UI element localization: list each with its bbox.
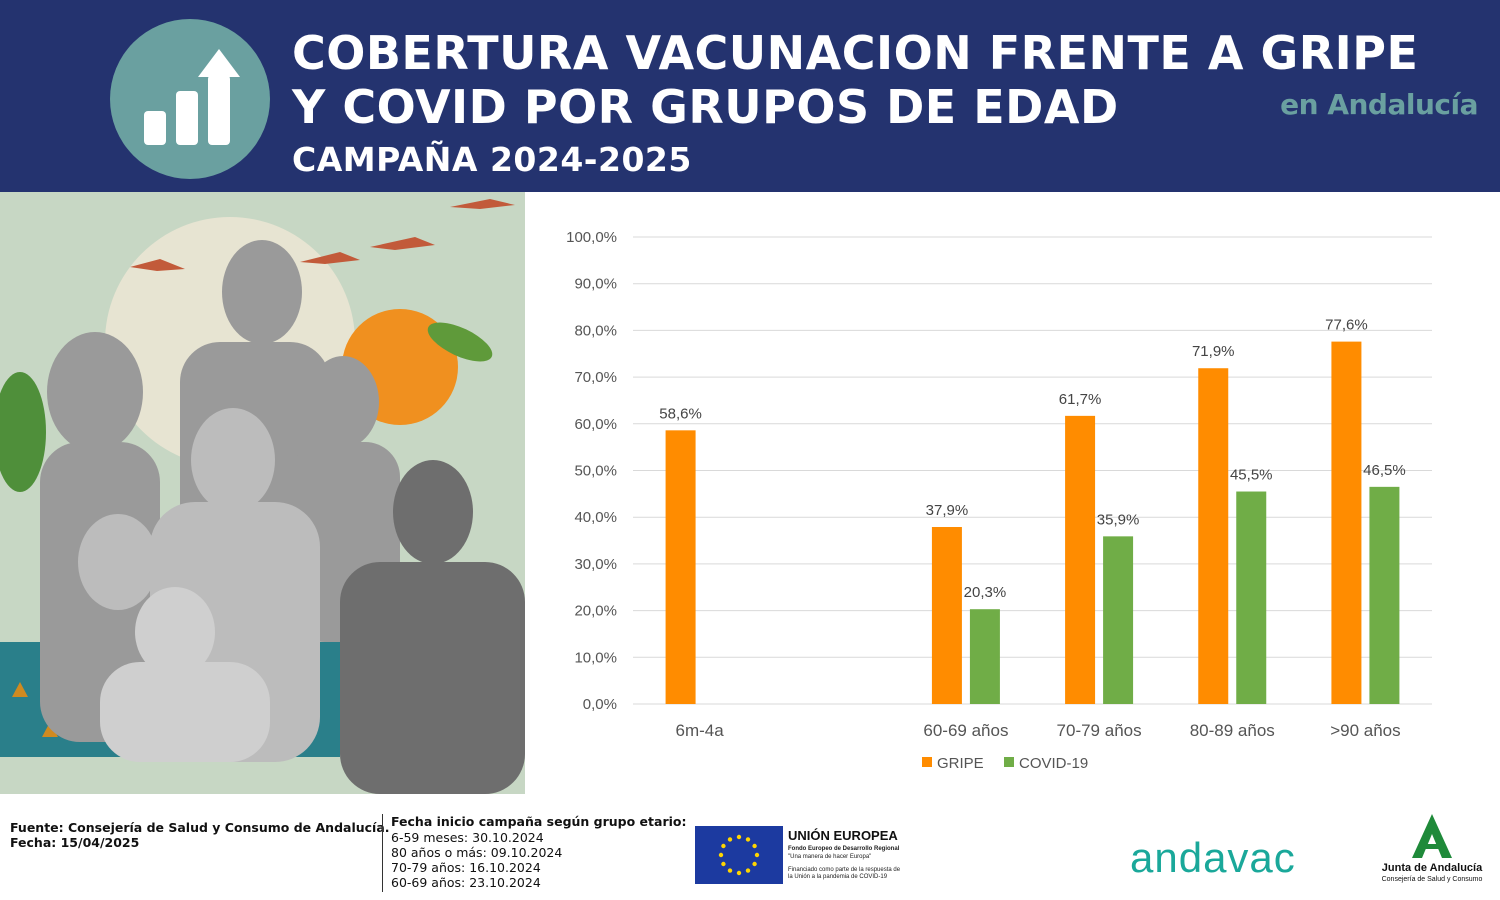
eu-star xyxy=(752,843,757,849)
y-tick-label: 90,0% xyxy=(574,276,617,293)
grid-lines xyxy=(633,236,1432,705)
bar-chart-arrow-icon xyxy=(110,19,270,179)
junta-name: Junta de Andalucía xyxy=(1381,862,1483,874)
y-tick-label: 50,0% xyxy=(574,463,617,480)
andavac-logo: andavac xyxy=(1130,834,1296,881)
eu-star xyxy=(736,834,742,840)
data-label: 37,9% xyxy=(926,502,969,519)
x-category-label: 60-69 años xyxy=(923,721,1008,740)
eu-star xyxy=(745,837,751,842)
bar-gripe xyxy=(1198,368,1229,704)
data-label: 58,6% xyxy=(659,405,702,422)
bar-gripe xyxy=(665,430,696,704)
eu-star xyxy=(721,843,726,849)
legend-label: GRIPE xyxy=(937,755,984,772)
y-tick-label: 40,0% xyxy=(574,509,617,526)
y-tick-label: 30,0% xyxy=(574,556,617,573)
legend-swatch xyxy=(1004,757,1014,767)
eu-fund: Fondo Europeo de Desarrollo Regional xyxy=(788,846,900,852)
eu-star xyxy=(745,868,751,873)
y-tick-label: 80,0% xyxy=(574,322,617,339)
legend-label: COVID-19 xyxy=(1019,755,1088,772)
data-label: 20,3% xyxy=(964,584,1007,601)
junta-andalucia-logo-icon xyxy=(1402,812,1462,860)
bar-gripe xyxy=(1065,415,1096,704)
eu-motto: "Una manera de hacer Europa" xyxy=(788,854,872,860)
eu-star xyxy=(718,852,724,858)
eu-star xyxy=(721,861,726,867)
campaign-date-item: 60-69 años: 23.10.2024 xyxy=(391,875,541,890)
bar-covid-19 xyxy=(1236,491,1267,704)
x-category-label: 70-79 años xyxy=(1057,721,1142,740)
eu-star xyxy=(736,870,742,876)
footer-divider xyxy=(382,814,383,892)
y-tick-label: 60,0% xyxy=(574,416,617,433)
bar-gripe xyxy=(1331,341,1362,704)
y-tick-label: 20,0% xyxy=(574,603,617,620)
legend: GRIPE COVID-19 xyxy=(922,755,1088,772)
campaign-date-item: 6-59 meses: 30.10.2024 xyxy=(391,830,544,845)
eu-star xyxy=(754,852,760,858)
junta-subtitle: Consejería de Salud y Consumo xyxy=(1381,876,1483,883)
date-text: Fecha: 15/04/2025 xyxy=(10,835,140,850)
y-tick-label: 70,0% xyxy=(574,369,617,386)
header-banner: COBERTURA VACUNACION FRENTE A GRIPE Y CO… xyxy=(0,0,1500,192)
footer: Fuente: Consejería de Salud y Consumo de… xyxy=(0,794,1500,900)
x-category-label: 6m-4a xyxy=(675,721,724,740)
region-label: en Andalucía xyxy=(1280,88,1478,121)
subtitle-campaign: CAMPAÑA 2024-2025 xyxy=(292,140,692,179)
y-tick-label: 0,0% xyxy=(583,696,617,713)
data-labels: 58,6% 37,9% 20,3% 61,7% 35,9% 71,9% 45,5% 77,6%… xyxy=(659,317,1405,602)
bars xyxy=(665,341,1400,704)
y-tick-label: 10,0% xyxy=(574,649,617,666)
bar-covid-19 xyxy=(969,609,1000,704)
x-axis-labels: 6m-4a 60-69 años 70-79 años 80-89 años >90 a… xyxy=(675,721,1400,740)
y-axis-ticks: 0,0% 10,0% 20,0% 30,0% 40,0% 50,0% 60,0% 70,0% 8… xyxy=(566,229,617,713)
data-label: 61,7% xyxy=(1059,391,1102,408)
eu-star xyxy=(727,868,733,873)
campaign-date-item: 80 años o más: 09.10.2024 xyxy=(391,845,563,860)
title-line-1: COBERTURA VACUNACION FRENTE A GRIPE xyxy=(292,26,1419,80)
eu-flag-icon xyxy=(695,826,783,884)
x-category-label: 80-89 años xyxy=(1190,721,1275,740)
x-category-label: >90 años xyxy=(1330,721,1400,740)
eu-star xyxy=(727,837,733,842)
data-label: 45,5% xyxy=(1230,467,1273,484)
bar-covid-19 xyxy=(1103,536,1134,704)
y-tick-label: 100,0% xyxy=(566,229,617,246)
bar-gripe xyxy=(931,527,962,704)
people-collage-image xyxy=(0,192,525,794)
eu-note-1: Financiado como parte de la respuesta de xyxy=(788,867,901,873)
eu-title: UNIÓN EUROPEA xyxy=(788,828,898,843)
eu-star xyxy=(752,861,757,867)
eu-note-2: la Unión a la pandemia de COVID-19 xyxy=(788,874,888,880)
data-label: 46,5% xyxy=(1363,462,1406,479)
campaign-dates-title: Fecha inicio campaña según grupo etario: xyxy=(391,814,687,829)
data-label: 71,9% xyxy=(1192,343,1235,360)
data-label: 35,9% xyxy=(1097,511,1140,528)
data-label: 77,6% xyxy=(1325,317,1368,334)
bar-covid-19 xyxy=(1369,486,1400,704)
source-text: Fuente: Consejería de Salud y Consumo de… xyxy=(10,820,390,835)
campaign-date-item: 70-79 años: 16.10.2024 xyxy=(391,860,541,875)
vaccination-coverage-chart: 0,0% 10,0% 20,0% 30,0% 40,0% 50,0% 60,0% 70,0% 8… xyxy=(566,229,1432,772)
title-line-2: Y COVID POR GRUPOS DE EDAD xyxy=(292,80,1119,134)
legend-swatch xyxy=(922,757,932,767)
